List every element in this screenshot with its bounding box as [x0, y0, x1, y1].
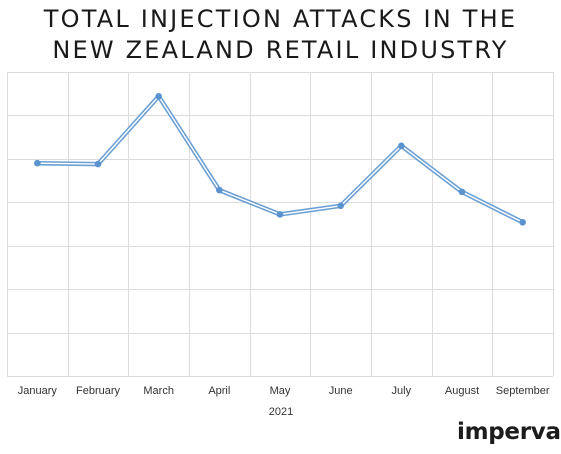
data-point — [337, 202, 344, 210]
data-point — [34, 159, 41, 167]
chart-title-line-2: NEW ZEALAND RETAIL INDUSTRY — [52, 36, 509, 64]
data-point — [216, 186, 223, 194]
x-tick-label: March — [143, 385, 174, 397]
x-tick-label: January — [18, 385, 58, 397]
x-tick-label: June — [329, 385, 353, 397]
data-point — [519, 218, 526, 226]
data-point — [458, 188, 466, 196]
x-tick-label: August — [445, 385, 479, 397]
data-point — [94, 160, 102, 168]
series-0 — [34, 93, 526, 226]
data-point — [276, 211, 284, 218]
data-point — [398, 142, 405, 150]
chart-title: TOTAL INJECTION ATTACKS IN THE NEW ZEALA… — [0, 4, 561, 66]
x-tick-label: February — [76, 385, 121, 397]
x-tick-label: July — [392, 385, 412, 397]
x-tick-label: April — [208, 385, 230, 397]
data-point — [155, 93, 162, 100]
x-tick-label: May — [270, 385, 291, 397]
x-axis-title: 2021 — [269, 406, 293, 418]
chart-title-line-1: TOTAL INJECTION ATTACKS IN THE — [43, 5, 518, 33]
chart-grid — [7, 72, 554, 377]
x-tick-label: September — [496, 385, 550, 397]
imperva-logo: imperva — [457, 419, 561, 445]
x-axis-labels: January February March April May June July Augu… — [18, 385, 550, 397]
